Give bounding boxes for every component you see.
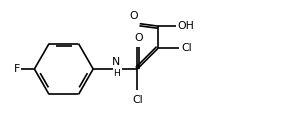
Text: N: N [112,57,120,67]
Text: O: O [129,11,138,21]
Text: Cl: Cl [132,95,143,105]
Text: H: H [113,69,120,78]
Text: Cl: Cl [181,43,191,53]
Text: OH: OH [178,21,194,31]
Text: F: F [14,64,20,74]
Text: O: O [134,33,143,43]
